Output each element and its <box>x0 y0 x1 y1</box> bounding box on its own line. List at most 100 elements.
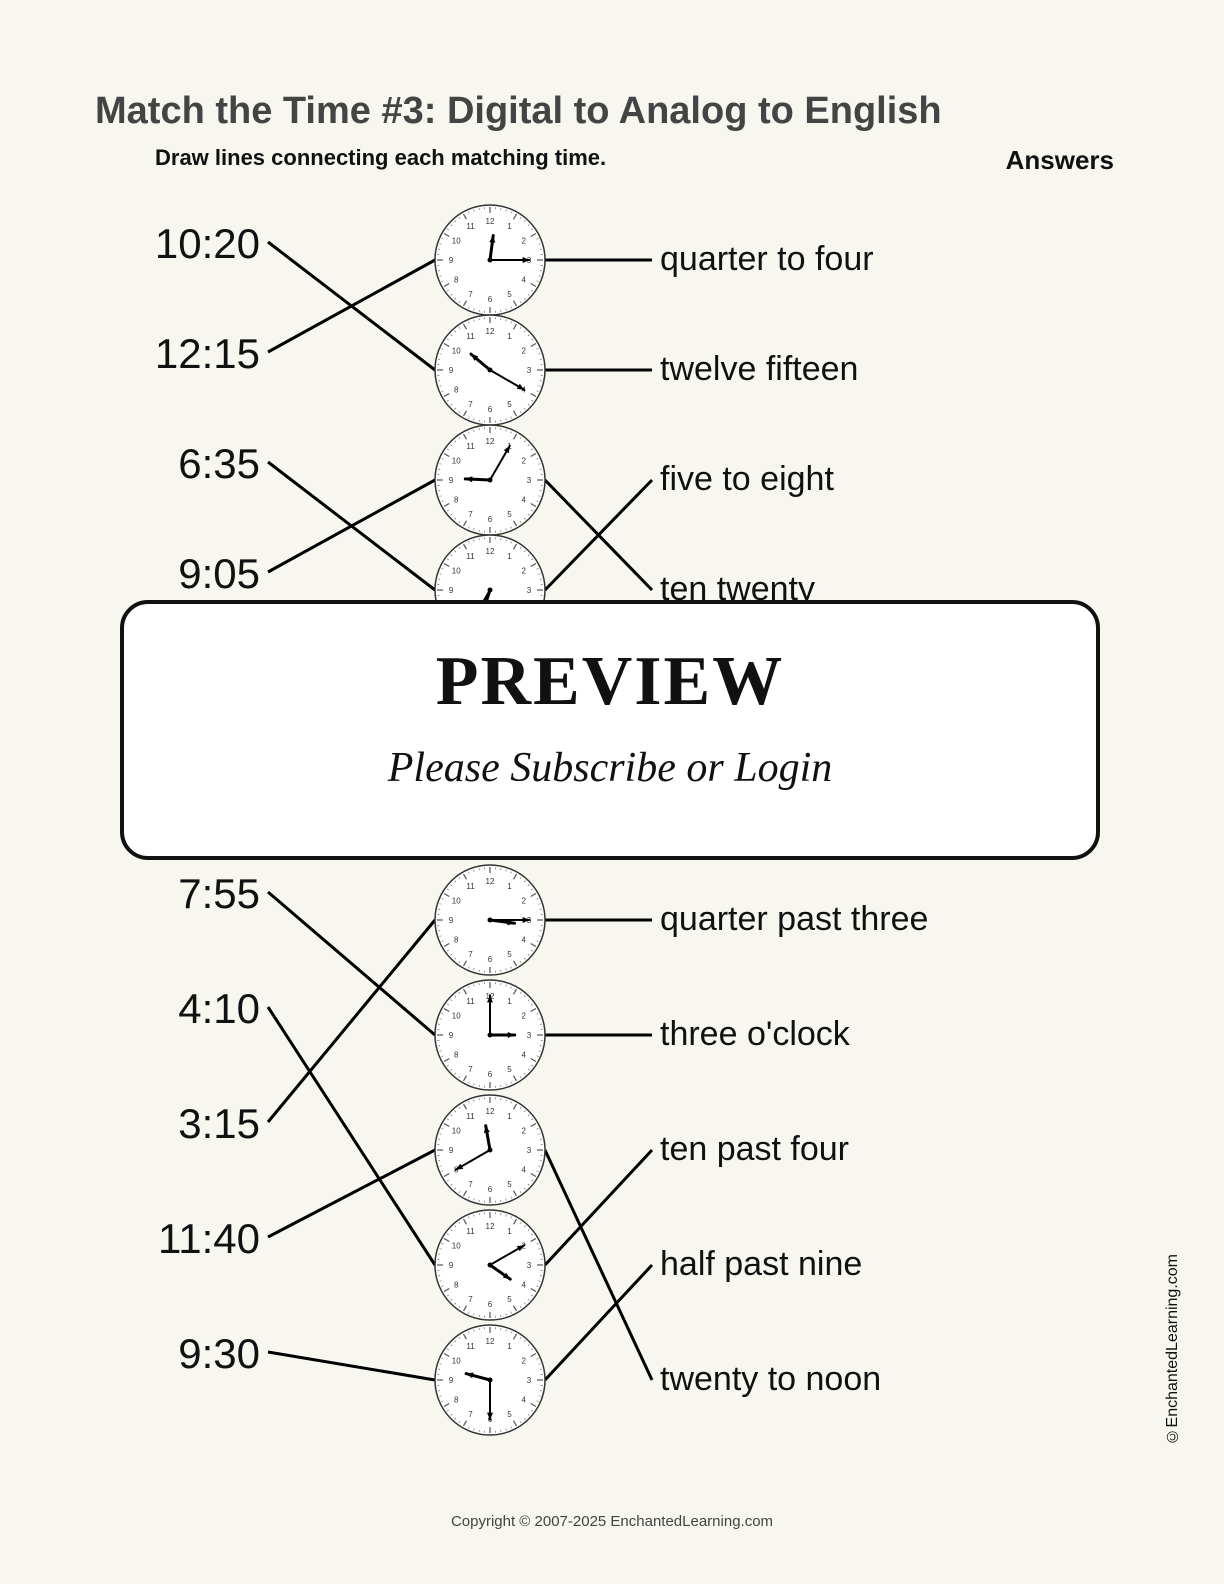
svg-text:10: 10 <box>452 897 461 906</box>
svg-text:3: 3 <box>527 366 532 375</box>
svg-text:5: 5 <box>507 950 512 959</box>
answers-label: Answers <box>1006 145 1114 176</box>
svg-text:10: 10 <box>452 1357 461 1366</box>
svg-text:9: 9 <box>449 1261 454 1270</box>
svg-text:4: 4 <box>522 936 527 945</box>
svg-text:12: 12 <box>486 877 495 886</box>
svg-text:11: 11 <box>466 332 475 341</box>
svg-text:8: 8 <box>454 1281 459 1290</box>
svg-text:5: 5 <box>507 1295 512 1304</box>
svg-text:6: 6 <box>488 405 493 414</box>
svg-text:6: 6 <box>488 1185 493 1194</box>
analog-clock: 123456789101112 <box>433 1208 547 1322</box>
digital-time: 4:10 <box>120 985 260 1033</box>
svg-text:5: 5 <box>507 510 512 519</box>
svg-text:9: 9 <box>449 476 454 485</box>
svg-text:4: 4 <box>522 496 527 505</box>
svg-text:6: 6 <box>488 1300 493 1309</box>
svg-text:7: 7 <box>468 510 473 519</box>
page-title: Match the Time #3: Digital to Analog to … <box>95 90 942 133</box>
svg-text:5: 5 <box>507 290 512 299</box>
analog-clock: 123456789101112 <box>433 978 547 1092</box>
svg-text:10: 10 <box>452 347 461 356</box>
english-time: three o'clock <box>660 1015 850 1054</box>
digital-time: 6:35 <box>120 440 260 488</box>
svg-text:4: 4 <box>522 1051 527 1060</box>
svg-text:3: 3 <box>527 586 532 595</box>
english-time: twenty to noon <box>660 1360 881 1399</box>
analog-clock: 123456789101112 <box>433 863 547 977</box>
digital-time: 3:15 <box>120 1100 260 1148</box>
svg-text:9: 9 <box>449 916 454 925</box>
svg-text:11: 11 <box>466 1112 475 1121</box>
svg-text:7: 7 <box>468 1410 473 1419</box>
copyright-text: Copyright © 2007-2025 EnchantedLearning.… <box>0 1513 1224 1530</box>
svg-text:7: 7 <box>468 290 473 299</box>
svg-text:11: 11 <box>466 1227 475 1236</box>
svg-text:12: 12 <box>486 1222 495 1231</box>
svg-text:5: 5 <box>507 1180 512 1189</box>
analog-clock: 123456789101112 <box>433 313 547 427</box>
svg-text:8: 8 <box>454 1396 459 1405</box>
svg-text:6: 6 <box>488 1070 493 1079</box>
svg-text:6: 6 <box>488 515 493 524</box>
digital-time: 9:05 <box>120 550 260 598</box>
analog-clock: 123456789101112 <box>433 203 547 317</box>
svg-text:1: 1 <box>507 222 512 231</box>
svg-text:2: 2 <box>522 897 527 906</box>
english-time: twelve fifteen <box>660 350 858 389</box>
analog-clock: 123456789101112 <box>433 1323 547 1437</box>
svg-text:6: 6 <box>488 295 493 304</box>
instructions-text: Draw lines connecting each matching time… <box>155 145 606 171</box>
svg-text:12: 12 <box>486 217 495 226</box>
svg-text:2: 2 <box>522 457 527 466</box>
svg-text:1: 1 <box>507 882 512 891</box>
svg-text:12: 12 <box>486 327 495 336</box>
svg-text:12: 12 <box>486 1337 495 1346</box>
preview-overlay: PREVIEW Please Subscribe or Login <box>120 600 1100 860</box>
svg-text:4: 4 <box>522 276 527 285</box>
svg-text:12: 12 <box>486 1107 495 1116</box>
svg-text:8: 8 <box>454 386 459 395</box>
svg-text:11: 11 <box>466 222 475 231</box>
svg-text:3: 3 <box>527 1376 532 1385</box>
svg-text:2: 2 <box>522 1357 527 1366</box>
svg-text:7: 7 <box>468 1065 473 1074</box>
svg-text:8: 8 <box>454 936 459 945</box>
svg-text:6: 6 <box>488 955 493 964</box>
svg-text:7: 7 <box>468 400 473 409</box>
preview-subtitle: Please Subscribe or Login <box>124 744 1096 792</box>
svg-text:12: 12 <box>486 437 495 446</box>
svg-text:8: 8 <box>454 276 459 285</box>
side-credit: ©EnchantedLearning.com <box>1164 1254 1182 1444</box>
analog-clock: 123456789101112 <box>433 423 547 537</box>
svg-text:4: 4 <box>522 1166 527 1175</box>
analog-clock: 123456789101112 <box>433 1093 547 1207</box>
svg-text:3: 3 <box>527 1031 532 1040</box>
svg-text:2: 2 <box>522 567 527 576</box>
svg-text:2: 2 <box>522 1012 527 1021</box>
svg-text:7: 7 <box>468 1295 473 1304</box>
svg-text:8: 8 <box>454 496 459 505</box>
svg-text:3: 3 <box>527 1261 532 1270</box>
svg-text:4: 4 <box>522 1281 527 1290</box>
svg-text:9: 9 <box>449 256 454 265</box>
svg-text:1: 1 <box>507 332 512 341</box>
digital-time: 11:40 <box>120 1215 260 1263</box>
svg-text:10: 10 <box>452 1012 461 1021</box>
svg-text:10: 10 <box>452 237 461 246</box>
english-time: half past nine <box>660 1245 862 1284</box>
svg-text:5: 5 <box>507 400 512 409</box>
english-time: ten past four <box>660 1130 849 1169</box>
svg-text:8: 8 <box>454 1051 459 1060</box>
svg-text:5: 5 <box>507 1410 512 1419</box>
english-time: five to eight <box>660 460 834 499</box>
svg-text:12: 12 <box>486 547 495 556</box>
svg-text:9: 9 <box>449 366 454 375</box>
svg-text:9: 9 <box>449 586 454 595</box>
svg-text:11: 11 <box>466 882 475 891</box>
worksheet-page: Match the Time #3: Digital to Analog to … <box>0 0 1224 1584</box>
svg-text:10: 10 <box>452 567 461 576</box>
svg-text:7: 7 <box>468 1180 473 1189</box>
svg-text:1: 1 <box>507 1227 512 1236</box>
